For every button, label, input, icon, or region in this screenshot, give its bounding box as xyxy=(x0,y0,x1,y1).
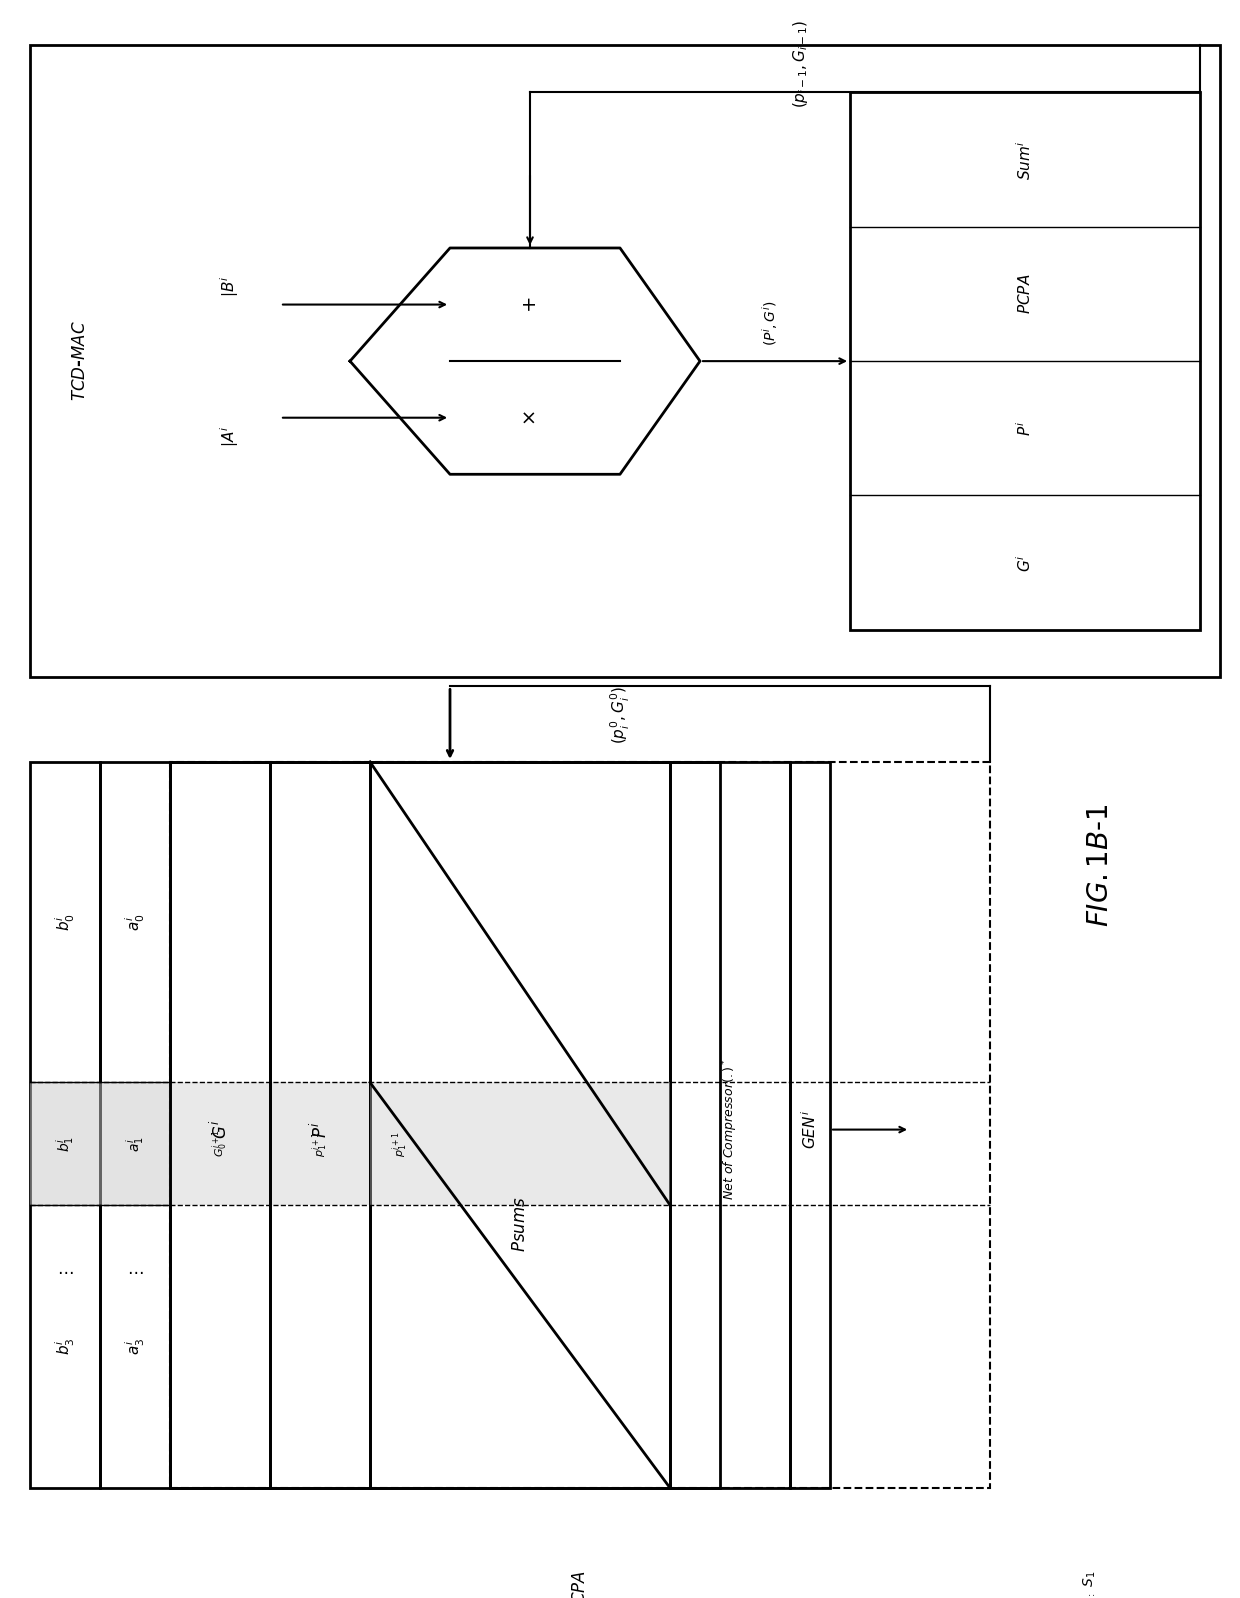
Bar xyxy=(270,1082,370,1205)
Text: $|A^i$: $|A^i$ xyxy=(218,425,242,447)
Text: $P^i$: $P^i$ xyxy=(310,1122,331,1138)
Text: $a_1^i$: $a_1^i$ xyxy=(124,1136,146,1152)
Text: $P^i$: $P^i$ xyxy=(1016,420,1034,436)
Bar xyxy=(790,762,830,1488)
Bar xyxy=(170,1545,990,1598)
Text: $a_0^i$: $a_0^i$ xyxy=(124,914,146,932)
Text: $Psums$: $Psums$ xyxy=(511,1195,529,1251)
Text: $\cdots$: $\cdots$ xyxy=(126,1262,144,1280)
Text: $\cdots$: $\cdots$ xyxy=(57,1262,73,1280)
Text: $p_1^{i+1}$: $p_1^{i+1}$ xyxy=(310,1131,330,1157)
Text: $TCD$-$MAC$: $TCD$-$MAC$ xyxy=(71,321,89,401)
Text: $+$: $+$ xyxy=(521,296,539,313)
Bar xyxy=(370,1082,670,1205)
Text: $G^i$: $G^i$ xyxy=(1016,555,1034,572)
Text: $b_3^i$: $b_3^i$ xyxy=(53,1338,77,1355)
Bar xyxy=(30,1082,100,1205)
Bar xyxy=(100,762,170,1488)
Bar xyxy=(670,762,790,1488)
Bar xyxy=(100,1082,170,1205)
Text: $G^i$: $G^i$ xyxy=(210,1120,231,1139)
Text: $S_{2:}\ S_1$: $S_{2:}\ S_1$ xyxy=(1081,1571,1099,1598)
Text: $GEN^i$: $GEN^i$ xyxy=(801,1111,820,1149)
Text: $b_1^i$: $b_1^i$ xyxy=(55,1136,76,1152)
Text: $FIG.1B\text{-}1$: $FIG.1B\text{-}1$ xyxy=(1086,804,1114,927)
Bar xyxy=(170,762,270,1488)
Bar xyxy=(370,762,670,1488)
Text: $PCPA$: $PCPA$ xyxy=(570,1569,589,1598)
Text: $Net\ of\ Compressor(.)^*$: $Net\ of\ Compressor(.)^*$ xyxy=(720,1059,740,1200)
Bar xyxy=(849,93,1200,630)
Bar xyxy=(30,762,100,1488)
Text: $\times$: $\times$ xyxy=(521,409,539,425)
Text: $G_{0}^{i+1}$: $G_{0}^{i+1}$ xyxy=(211,1130,229,1157)
Text: $(p_i^0, G_i^0)$: $(p_i^0, G_i^0)$ xyxy=(609,686,631,743)
Text: $a_3^i$: $a_3^i$ xyxy=(124,1338,146,1355)
Text: $b_0^i$: $b_0^i$ xyxy=(53,912,77,932)
Bar xyxy=(270,762,370,1488)
Text: $Sum^i$: $Sum^i$ xyxy=(1016,139,1034,179)
Text: $p_1^{i+1}$: $p_1^{i+1}$ xyxy=(391,1131,409,1157)
Bar xyxy=(30,45,1220,678)
Bar xyxy=(170,1082,270,1205)
Text: $(p_{i-1}, G_{i-1})$: $(p_{i-1}, G_{i-1})$ xyxy=(791,19,810,109)
Text: $(P^i, G^i)$: $(P^i, G^i)$ xyxy=(760,300,780,347)
Text: $PCPA$: $PCPA$ xyxy=(1017,273,1033,315)
Text: $|B^i$: $|B^i$ xyxy=(218,275,242,297)
